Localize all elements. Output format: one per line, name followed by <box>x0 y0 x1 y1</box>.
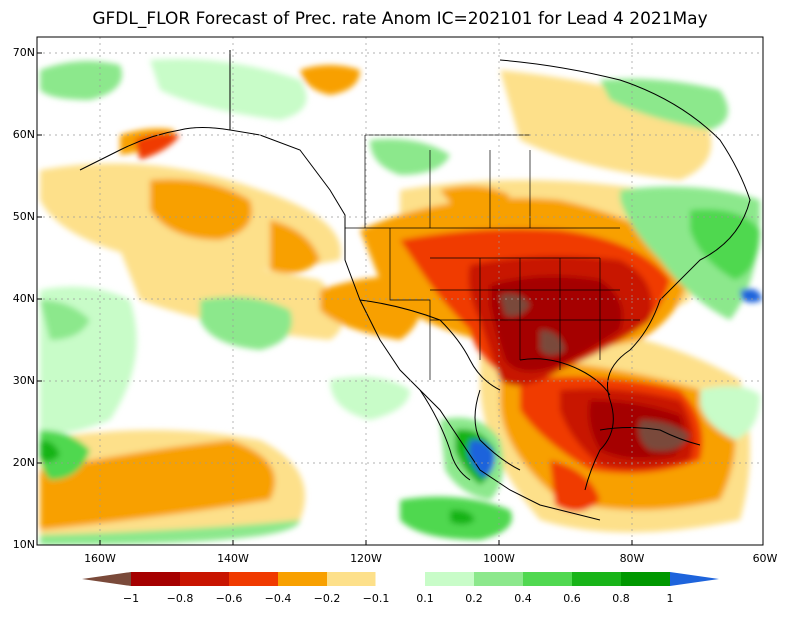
colorbar-tick-label: 0.8 <box>612 592 630 605</box>
colorbar-tick-label: 0.6 <box>563 592 581 605</box>
colorbar-tick-label: 0.4 <box>514 592 532 605</box>
dry-moderate-pacific <box>40 440 275 530</box>
map-frame <box>36 36 764 546</box>
wet-blue-mexico <box>468 439 495 478</box>
coastlines <box>79 50 751 521</box>
colorbar-tick-label: −0.2 <box>313 592 341 605</box>
dry-extreme-core <box>500 293 530 317</box>
lon-label-100w: 100W <box>483 552 515 565</box>
political-borders <box>345 134 640 380</box>
colorbar-tick-label: −1 <box>122 592 140 605</box>
colorbar-tick-label: 1 <box>666 592 674 605</box>
lon-label-140w: 140W <box>217 552 249 565</box>
map-title: GFDL_FLOR Forecast of Prec. rate Anom IC… <box>92 9 708 29</box>
lon-label-60w: 60W <box>752 552 778 565</box>
lat-label-10n: 10N <box>12 538 35 551</box>
colorbar-tick-label: −0.6 <box>215 592 243 605</box>
colorbar-tick-label: 0.1 <box>416 592 434 605</box>
lon-label-120w: 120W <box>350 552 382 565</box>
lat-label-30n: 30N <box>12 374 35 387</box>
gridlines <box>37 37 763 545</box>
lat-label-60n: 60N <box>12 128 35 141</box>
lat-label-20n: 20N <box>12 456 35 469</box>
lat-label-70n: 70N <box>12 46 35 59</box>
colorbar-tick-label: −0.4 <box>264 592 292 605</box>
colorbar-tick-label: 0.2 <box>465 592 483 605</box>
lat-label-40n: 40N <box>12 292 35 305</box>
axis-ticks <box>37 52 633 545</box>
lon-label-160w: 160W <box>84 552 116 565</box>
lat-label-50n: 50N <box>12 210 35 223</box>
colorbar-tick-label: −0.1 <box>362 592 390 605</box>
precip-anomaly-field <box>40 59 762 545</box>
lon-label-80w: 80W <box>619 552 645 565</box>
colorbar-tick-label: −0.8 <box>166 592 194 605</box>
